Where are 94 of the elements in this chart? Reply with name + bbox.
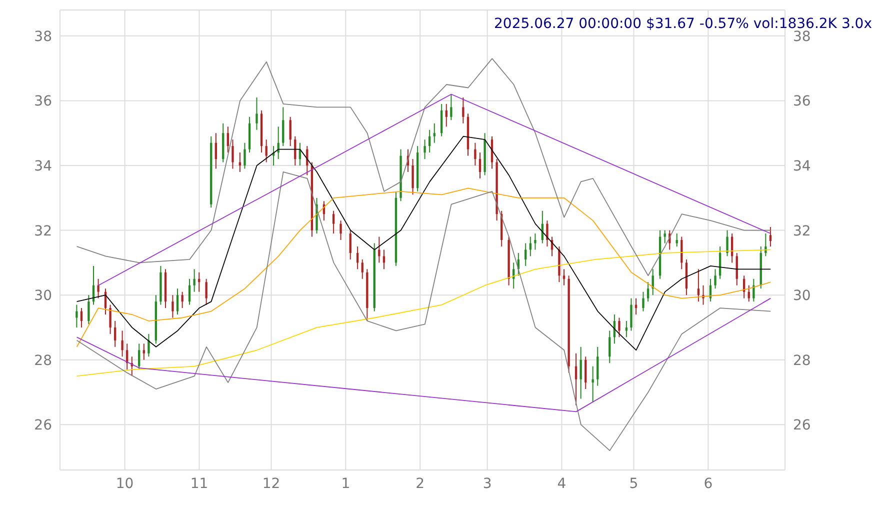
candlestick <box>294 136 296 166</box>
x-tick-label: 11 <box>190 476 208 492</box>
x-tick-label: 3 <box>482 476 492 492</box>
candlestick <box>97 278 100 299</box>
candlestick <box>289 116 292 147</box>
candlestick <box>736 252 738 286</box>
candlestick <box>592 366 594 402</box>
candlestick <box>256 96 258 130</box>
line-series <box>76 298 772 412</box>
candlestick <box>534 233 536 250</box>
candlestick <box>574 352 578 406</box>
candlestick <box>618 317 620 338</box>
candlestick <box>608 330 611 364</box>
candlestick <box>148 333 150 358</box>
candlestick <box>664 230 666 244</box>
y-tick-label: 32 <box>34 223 52 240</box>
candlestick <box>172 294 174 318</box>
candlestick <box>142 343 145 360</box>
candlestick <box>176 288 179 316</box>
candlestick <box>596 346 599 386</box>
candlestick <box>764 233 767 257</box>
x-tick-label: 6 <box>704 476 713 492</box>
y2-tick-label: 32 <box>793 223 811 240</box>
candlestick <box>282 106 284 147</box>
candlestick <box>332 210 335 234</box>
line-series <box>76 249 772 377</box>
candlestick <box>769 226 772 247</box>
candlestick <box>450 94 452 121</box>
candlestick <box>188 278 191 306</box>
candlestick <box>440 103 443 137</box>
candlestick <box>462 96 464 124</box>
y-tick-label: 26 <box>34 418 52 434</box>
candlestick <box>562 268 566 286</box>
y-tick-label: 30 <box>34 288 52 304</box>
candlestick <box>412 158 414 196</box>
candlestick <box>382 249 386 270</box>
x-tick-label: 10 <box>116 476 134 492</box>
line-series <box>76 58 772 276</box>
candlestick <box>478 152 482 179</box>
candlestick <box>244 142 246 170</box>
candlestick <box>340 220 342 240</box>
candlestick <box>726 230 728 257</box>
candlestick <box>114 320 116 348</box>
y-tick-label: 38 <box>34 28 52 45</box>
candlestick <box>193 268 196 292</box>
y2-tick-label: 36 <box>793 94 811 110</box>
candlestick <box>76 304 78 328</box>
candlestick <box>474 142 476 166</box>
candlestick <box>546 220 548 247</box>
candlestick <box>524 242 527 266</box>
candlestick <box>424 139 426 160</box>
candlestick <box>646 282 650 302</box>
candlestick <box>752 278 755 302</box>
candlestick <box>433 122 436 144</box>
candlestick <box>226 126 230 154</box>
candlestick <box>378 236 380 264</box>
candlestick <box>642 291 644 312</box>
candlestick <box>121 330 124 358</box>
candlestick <box>361 258 364 280</box>
x-tick-label: 1 <box>341 476 350 492</box>
candlestick <box>214 132 218 170</box>
candlestick <box>630 298 632 332</box>
y2-tick-label: 26 <box>793 418 811 434</box>
candlestick <box>88 294 90 325</box>
line-series <box>76 136 772 351</box>
candlestick <box>584 356 587 390</box>
candlestick <box>697 268 700 302</box>
candlestick <box>445 103 448 128</box>
candlestick <box>580 346 582 400</box>
candlestick <box>181 291 184 309</box>
candlestick <box>529 236 532 257</box>
candlestick <box>265 139 268 163</box>
candlestick <box>109 304 112 334</box>
candlestick <box>349 230 352 260</box>
candlestick <box>714 268 716 290</box>
candlestick <box>428 129 431 154</box>
y-tick-label: 28 <box>34 352 52 369</box>
candlestick <box>356 246 359 270</box>
candlestick <box>232 139 234 170</box>
line-series <box>76 172 772 452</box>
line-series <box>76 188 772 348</box>
candlestick <box>138 343 140 370</box>
x-tick-label: 5 <box>629 476 638 492</box>
y2-tick-label: 30 <box>793 288 811 304</box>
candlestick <box>205 278 208 306</box>
y-tick-label: 36 <box>34 94 52 110</box>
y2-tick-label: 34 <box>793 158 811 174</box>
x-tick-label: 12 <box>262 476 280 492</box>
y-tick-label: 34 <box>34 158 52 174</box>
candlestick <box>748 284 750 302</box>
candlestick <box>80 308 83 328</box>
y2-tick-label: 28 <box>793 352 811 369</box>
x-tick-label: 2 <box>416 476 425 492</box>
x-tick-label: 4 <box>557 476 566 492</box>
